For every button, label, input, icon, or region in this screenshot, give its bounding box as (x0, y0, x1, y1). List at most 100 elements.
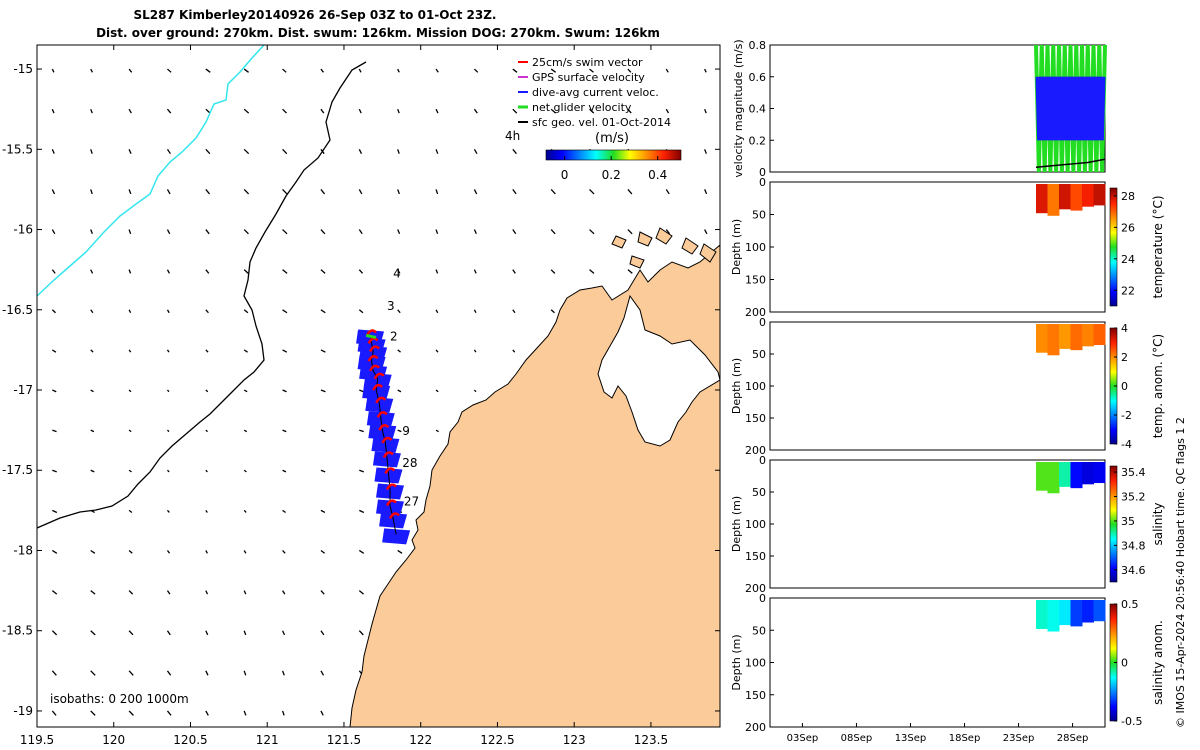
section-cell (1036, 600, 1048, 629)
section-cell (1093, 462, 1106, 484)
surface-velocity-arrow (665, 68, 669, 73)
surface-velocity-arrow (320, 549, 326, 554)
surface-velocity-arrow (665, 108, 670, 114)
section-colorbar-tick-label: 22 (1121, 284, 1135, 297)
legend-sfc-geo: sfc geo. vel. 01-Oct-2014 (532, 116, 671, 129)
section-y-tick-label: 50 (752, 348, 766, 361)
surface-velocity-arrow (397, 429, 402, 433)
section-y-tick-label: 200 (745, 582, 766, 595)
swim-vector-mark (385, 483, 397, 491)
surface-velocity-arrow (243, 550, 247, 554)
surface-velocity-arrow (397, 108, 400, 114)
surface-velocity-arrow (205, 269, 210, 274)
surface-velocity-arrow (627, 269, 633, 274)
surface-velocity-arrow (128, 710, 134, 716)
surface-velocity-arrow (90, 189, 93, 195)
surface-velocity-arrow (397, 229, 401, 235)
surface-velocity-arrow (90, 389, 94, 393)
surface-velocity-arrow (52, 469, 57, 473)
map-x-tick-label: 120 (102, 733, 125, 747)
section-y-tick-label: 0 (759, 454, 766, 467)
time-series-panels: 0 0.2 0.4 0.6 0.8 velocity magnitude (m/s) 0 50… (730, 39, 1165, 744)
surface-velocity-arrow (166, 590, 171, 595)
surface-velocity-arrow (243, 389, 248, 393)
temperature-section-panel: 0 50 100 150 200 Depth (m) 28 26 24 22 temperature… (730, 176, 1165, 319)
title-line-1: SL287 Kimberley20140926 26-Sep 03Z to 01… (134, 8, 497, 22)
surface-velocity-arrow (243, 188, 250, 195)
surface-velocity-arrow (359, 389, 364, 393)
surface-velocity-arrow (320, 309, 326, 314)
surface-velocity-arrow (205, 429, 208, 433)
surface-velocity-arrow (282, 309, 288, 314)
section-colorbar-label: temp. anom. (°C) (1151, 334, 1165, 438)
velocity-y-tick-label: 0.6 (749, 71, 767, 84)
section-cell (1093, 324, 1106, 346)
surface-velocity-arrow (358, 549, 365, 554)
surface-velocity-arrow (665, 229, 671, 235)
section-y-tick-label: 50 (752, 486, 766, 499)
surface-velocity-arrow (166, 550, 171, 554)
surface-velocity-arrow (358, 149, 363, 154)
surface-velocity-arrow (128, 670, 134, 676)
section-cell (1036, 184, 1048, 214)
surface-velocity-arrow (627, 229, 633, 235)
islands (611, 227, 717, 269)
section-y-tick-label: 100 (745, 657, 766, 670)
surface-velocity-arrow (473, 309, 477, 314)
surface-velocity-arrow (52, 389, 57, 393)
inner-gulf (597, 294, 720, 447)
surface-velocity-arrow (320, 269, 326, 274)
surface-velocity-arrow (243, 229, 249, 235)
surface-velocity-arrow (51, 309, 56, 314)
surface-velocity-arrow (205, 349, 209, 353)
section-y-tick-label: 200 (745, 721, 766, 734)
surface-velocity-arrow (589, 188, 595, 195)
section-colorbar-tick-label: 26 (1121, 221, 1135, 234)
surface-velocity-arrow (128, 389, 132, 393)
surface-velocity-arrow (205, 550, 208, 554)
section-cell (1059, 324, 1071, 349)
map-y-tick-label: -18.5 (2, 624, 33, 638)
surface-velocity-arrow (358, 229, 363, 235)
surface-velocity-arrow (166, 670, 172, 676)
section-colorbar-label: salinity (1151, 502, 1165, 545)
surface-velocity-arrow (167, 429, 170, 433)
surface-velocity-arrow (358, 189, 363, 195)
map-y-tick-label: -15.5 (2, 142, 33, 156)
surface-velocity-arrow (90, 670, 96, 676)
surface-velocity-arrow (512, 68, 518, 73)
map-x-tick-label: 121 (256, 733, 279, 747)
surface-velocity-arrow (282, 469, 287, 473)
surface-velocity-arrow (128, 349, 132, 353)
salinity-section-panel: 0 50 100 150 200 Depth (m) 35.4 35.2 35 34.8 34.6 s… (730, 454, 1165, 595)
swim-vector-mark (365, 329, 377, 337)
surface-velocity-arrow (397, 269, 401, 274)
section-cell (1070, 184, 1083, 211)
section-y-tick-label: 100 (745, 380, 766, 393)
surface-velocity-arrow (166, 229, 171, 235)
section-colorbar-tick-label: 34.6 (1121, 564, 1146, 577)
dive-avg-current-patch (382, 528, 411, 545)
surface-velocity-arrow (243, 670, 247, 676)
surface-velocity-arrow (281, 670, 285, 676)
map-y-tick-label: -16 (13, 223, 33, 237)
swim-vector-mark (381, 436, 393, 444)
surface-velocity-arrow (52, 509, 58, 514)
speed-colorbar-tick-label: 0 (561, 168, 569, 182)
map-legend: 25cm/s swim vector GPS surface velocity … (505, 56, 682, 182)
qc-footer: © IMOS 15-Apr-2024 20:56:40 Hobart time.… (1174, 417, 1187, 728)
speed-colorbar-tick-label: 0.2 (602, 168, 621, 182)
surface-velocity-arrow (320, 630, 325, 636)
surface-velocity-arrow (550, 108, 557, 114)
surface-velocity-arrow (282, 148, 288, 155)
surface-velocity-arrow (282, 269, 288, 274)
day-label: 4 (393, 267, 401, 281)
surface-velocity-arrow (589, 108, 595, 114)
swim-vector-mark (369, 364, 381, 372)
surface-velocity-arrow (473, 108, 478, 114)
map-x-tick-label: 122.5 (480, 733, 514, 747)
speed-colorbar (545, 149, 682, 161)
surface-velocity-arrow (320, 229, 326, 235)
legend-net-velocity: net glider velocity (532, 101, 632, 114)
surface-velocity-arrow (90, 349, 94, 353)
